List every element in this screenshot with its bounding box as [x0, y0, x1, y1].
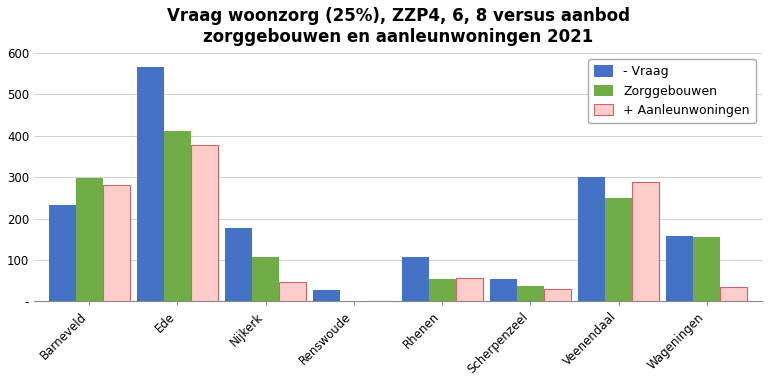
Bar — [490, 278, 517, 301]
Bar — [632, 182, 659, 301]
Bar — [605, 198, 632, 301]
Bar — [667, 236, 694, 301]
Bar — [75, 178, 103, 301]
Bar — [694, 237, 721, 301]
Bar — [517, 286, 544, 301]
Bar — [48, 205, 75, 301]
Title: Vraag woonzorg (25%), ZZP4, 6, 8 versus aanbod
zorggebouwen en aanleunwoningen 2: Vraag woonzorg (25%), ZZP4, 6, 8 versus … — [167, 7, 630, 46]
Bar — [314, 290, 341, 301]
Bar — [225, 228, 252, 301]
Bar — [544, 289, 571, 301]
Bar — [428, 280, 456, 301]
Bar — [252, 257, 279, 301]
Bar — [401, 257, 428, 301]
Bar — [456, 278, 483, 301]
Bar — [164, 131, 191, 301]
Bar — [279, 282, 306, 301]
Bar — [103, 185, 130, 301]
Bar — [137, 67, 164, 301]
Bar — [721, 287, 747, 301]
Bar — [191, 145, 218, 301]
Bar — [578, 177, 605, 301]
Legend: - Vraag, Zorggebouwen, + Aanleunwoningen: - Vraag, Zorggebouwen, + Aanleunwoningen — [588, 59, 756, 123]
